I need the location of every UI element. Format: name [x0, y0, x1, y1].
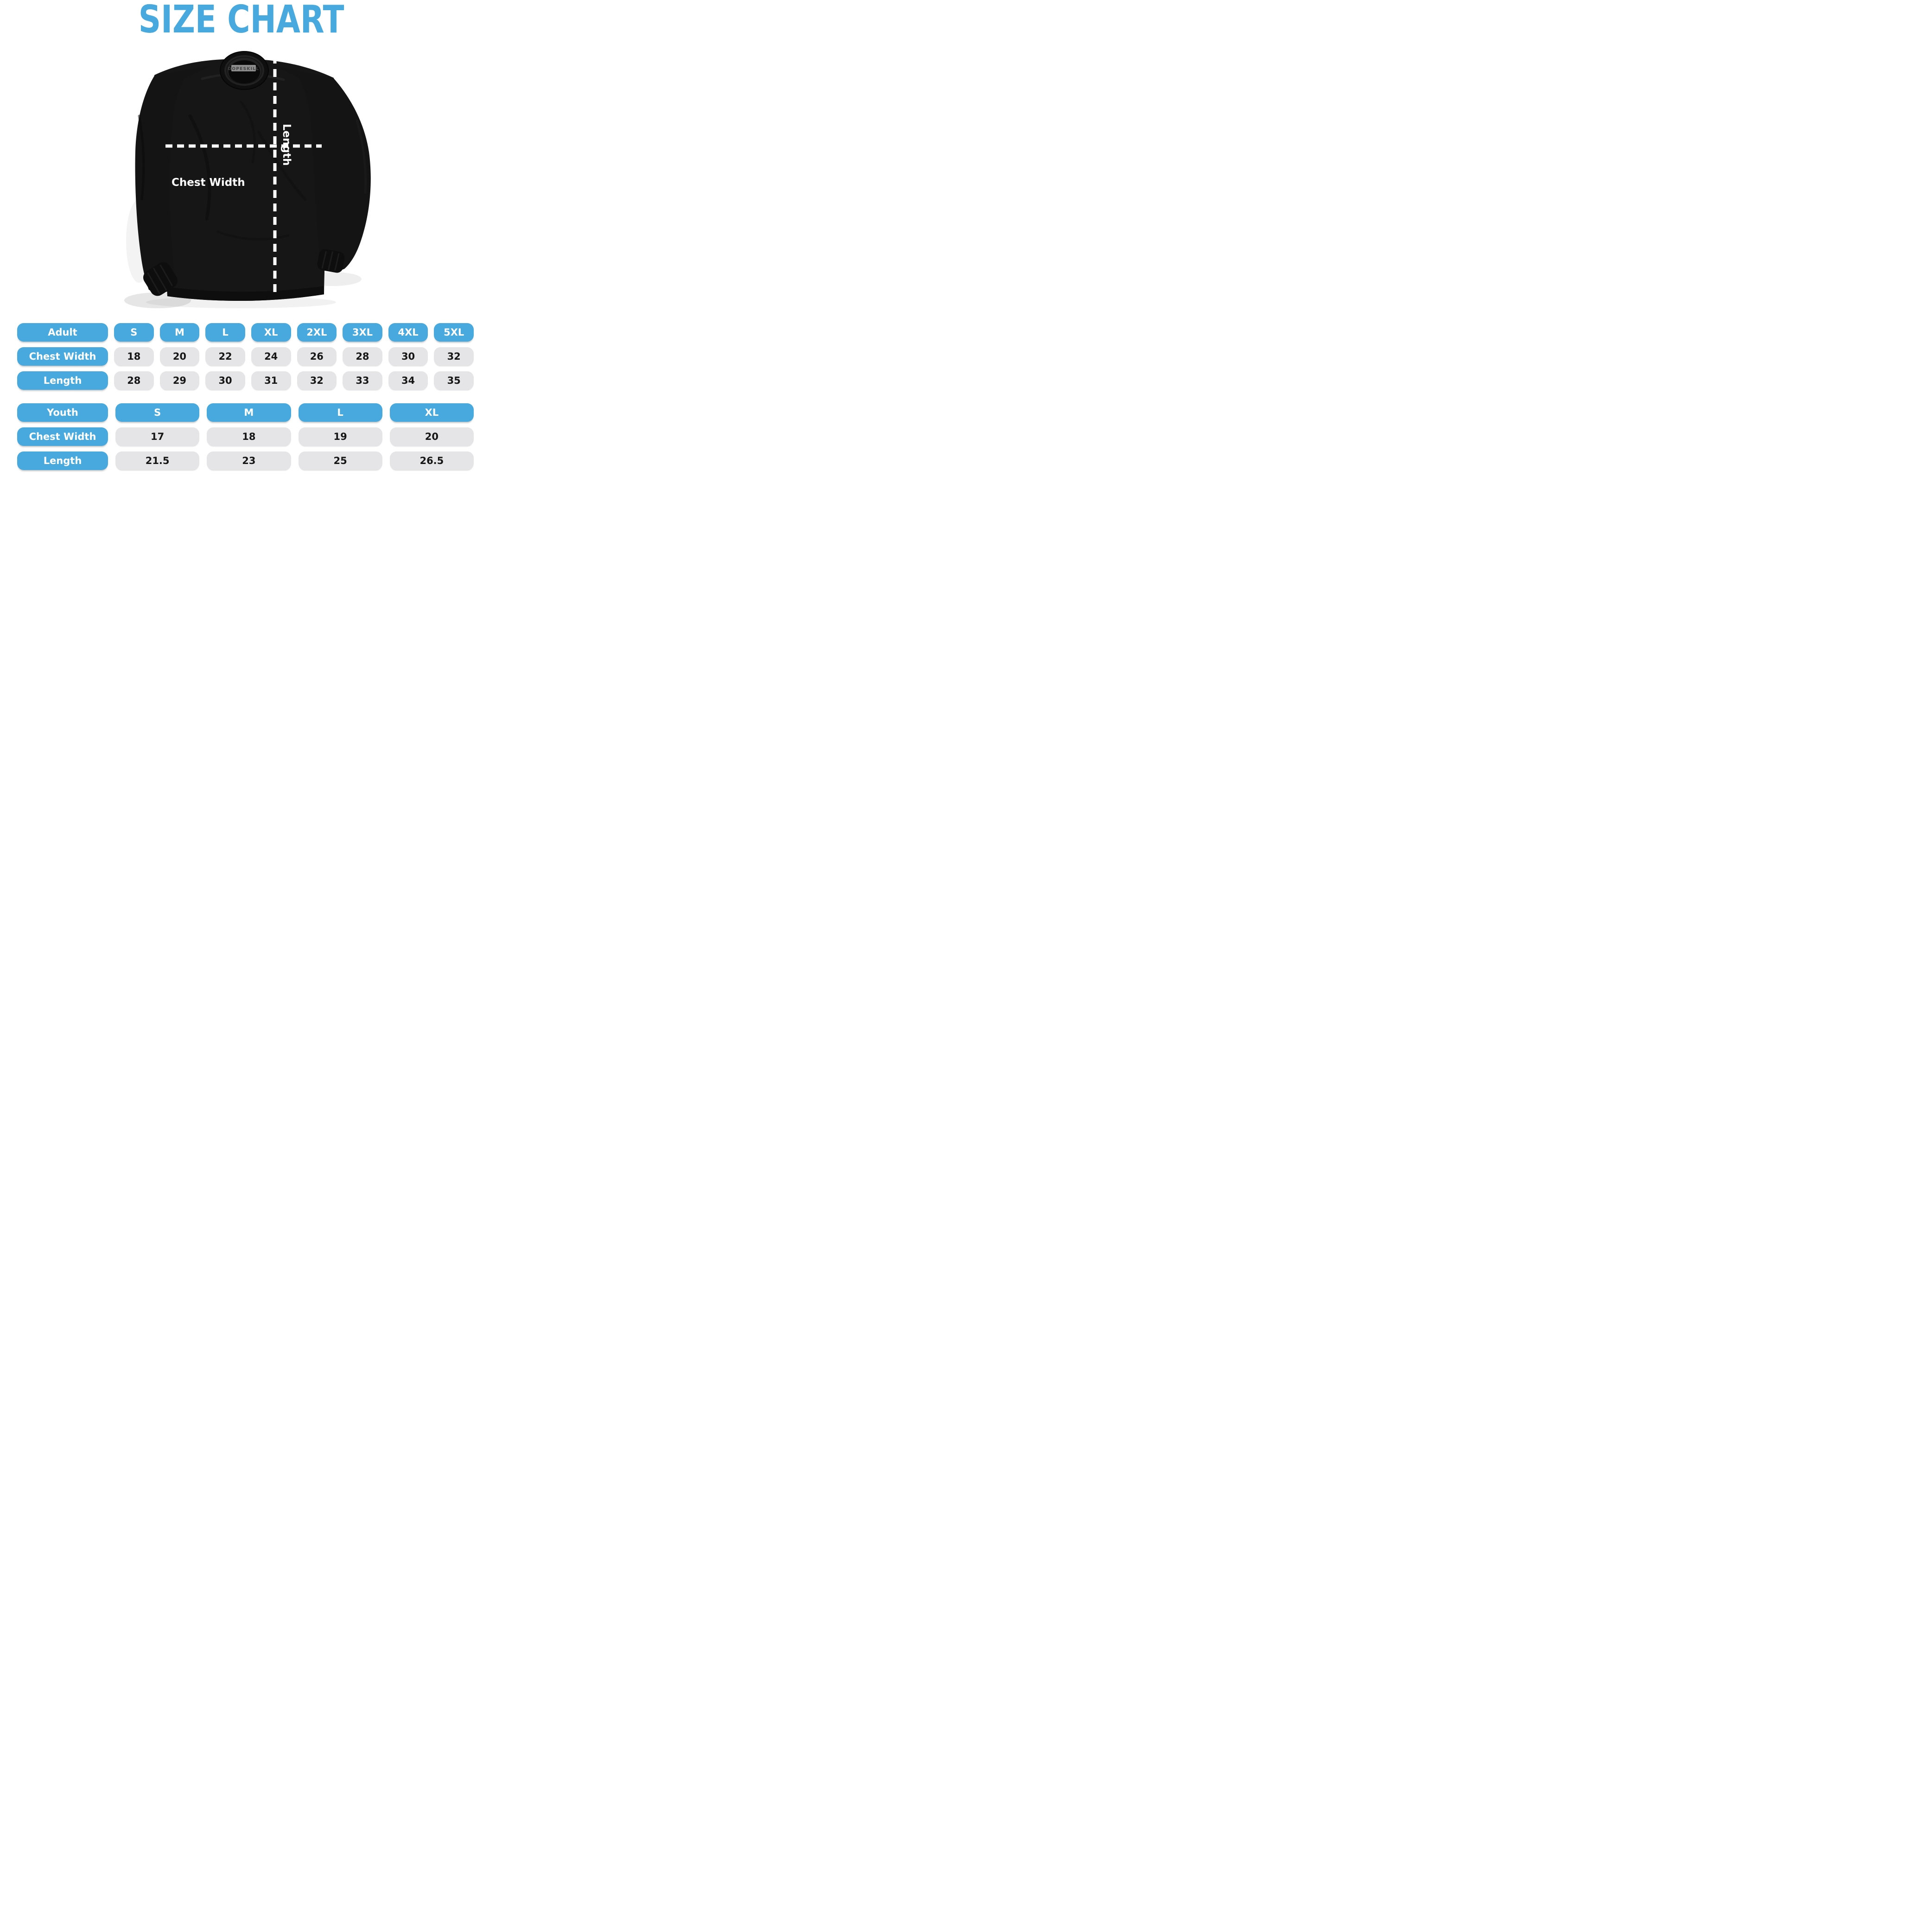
- size-chart-page: { "title": "SIZE CHART", "shirt": { "bra…: [0, 0, 483, 483]
- shirt-right-sleeve: [274, 66, 371, 271]
- shirt-torso: [154, 59, 334, 301]
- youth-header-m: M: [207, 403, 291, 422]
- adult-length-5xl: 35: [434, 371, 474, 390]
- left-cuff: [143, 262, 178, 296]
- row-label-chest-width: Chest Width: [17, 347, 108, 366]
- fabric-wrinkles: [138, 73, 367, 241]
- adult-size-table: Adult S M L XL 2XL 3XL 4XL 5XL Chest Wid…: [17, 323, 474, 390]
- youth-chest-xl: 20: [389, 427, 474, 446]
- adult-header-m: M: [159, 323, 200, 342]
- adult-header-l: L: [205, 323, 245, 342]
- adult-header-4xl: 4XL: [388, 323, 428, 342]
- brand-tag: DOPESKILL: [228, 65, 260, 71]
- adult-chest-m: 20: [159, 347, 200, 366]
- adult-header-3xl: 3XL: [343, 323, 382, 342]
- shirt-image: DOPESKILL Chest Width Length: [0, 46, 483, 324]
- adult-header-xl: XL: [251, 323, 291, 342]
- adult-length-row: Length 28 29 30 31 32 33 34 35: [17, 371, 474, 390]
- youth-header-row: Youth S M L XL: [17, 403, 474, 422]
- youth-chest-s: 17: [115, 427, 200, 446]
- youth-length-xl: 26.5: [389, 451, 474, 470]
- adult-length-4xl: 34: [388, 371, 428, 390]
- adult-length-xl: 31: [251, 371, 291, 390]
- youth-length-l: 25: [298, 451, 382, 470]
- adult-header-s: S: [114, 323, 154, 342]
- adult-chest-xl: 24: [251, 347, 291, 366]
- page-title-text: SIZE CHART: [139, 0, 344, 42]
- adult-header-2xl: 2XL: [297, 323, 337, 342]
- adult-length-2xl: 32: [297, 371, 337, 390]
- adult-length-l: 30: [205, 371, 245, 390]
- youth-length-row: Length 21.5 23 25 26.5: [17, 451, 474, 470]
- youth-length-m: 23: [207, 451, 291, 470]
- youth-header-group: Youth: [17, 403, 108, 422]
- right-cuff: [317, 249, 345, 273]
- adult-length-m: 29: [159, 371, 200, 390]
- adult-chest-4xl: 30: [388, 347, 428, 366]
- length-label: Length: [280, 124, 292, 166]
- adult-chest-width-row: Chest Width 18 20 22 24 26 28 30 32: [17, 347, 474, 366]
- adult-header-row: Adult S M L XL 2XL 3XL 4XL 5XL: [17, 323, 474, 342]
- youth-header-xl: XL: [389, 403, 474, 422]
- shirt-graphic: DOPESKILL: [124, 51, 371, 308]
- shirt-hem: [167, 286, 324, 301]
- brand-tag-label: DOPESKILL: [228, 67, 260, 71]
- collar: DOPESKILL: [220, 51, 269, 90]
- chest-width-label: Chest Width: [172, 177, 245, 189]
- youth-length-s: 21.5: [115, 451, 200, 470]
- adult-chest-l: 22: [205, 347, 245, 366]
- youth-chest-width-row: Chest Width 17 18 19 20: [17, 427, 474, 446]
- shirt-left-sleeve: [135, 66, 211, 293]
- row-label-length: Length: [17, 451, 108, 470]
- youth-size-table: Youth S M L XL Chest Width 17 18 19 20 L…: [17, 403, 474, 470]
- adult-length-3xl: 33: [343, 371, 382, 390]
- row-label-chest-width: Chest Width: [17, 427, 108, 446]
- adult-chest-3xl: 28: [343, 347, 382, 366]
- page-title: SIZE CHART: [0, 0, 483, 43]
- adult-chest-2xl: 26: [297, 347, 337, 366]
- adult-chest-5xl: 32: [434, 347, 474, 366]
- adult-header-5xl: 5XL: [434, 323, 474, 342]
- size-tables: Adult S M L XL 2XL 3XL 4XL 5XL Chest Wid…: [17, 323, 474, 476]
- youth-header-s: S: [115, 403, 200, 422]
- adult-length-s: 28: [114, 371, 154, 390]
- youth-header-l: L: [298, 403, 382, 422]
- adult-chest-s: 18: [114, 347, 154, 366]
- row-label-length: Length: [17, 371, 108, 390]
- adult-header-group: Adult: [17, 323, 108, 342]
- youth-chest-l: 19: [298, 427, 382, 446]
- youth-chest-m: 18: [207, 427, 291, 446]
